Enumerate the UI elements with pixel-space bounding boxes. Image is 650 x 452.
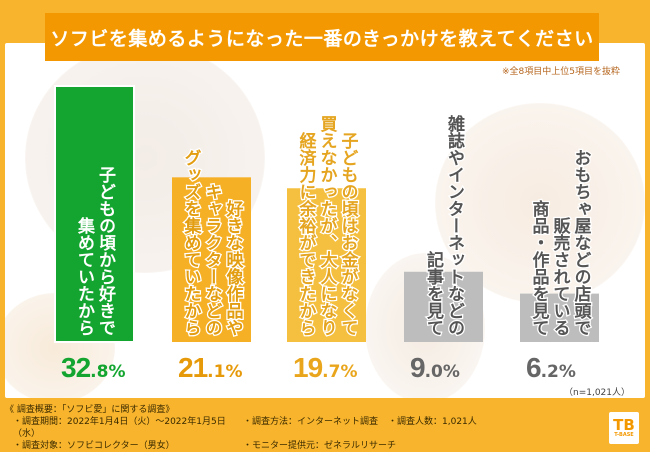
bar-4 (404, 271, 483, 342)
chart-title: ソフビを集めるようになった一番のきっかけを教えてください (50, 27, 594, 50)
value-dec: .7% (322, 362, 358, 382)
bar-label-5-line-1: おもちゃ屋などの店頭で (571, 149, 592, 336)
bar-label-4-line-1: 雑誌やインターネットなどの (444, 114, 466, 336)
bar-label-2-line-1: 好きな映像作品や (223, 199, 245, 336)
value-int: 32 (61, 352, 91, 383)
value-label-3: 19.7% (293, 352, 357, 384)
value-int: 6 (526, 352, 542, 383)
survey-provider: ・モニター提供元：ゼネラルリサーチ (243, 441, 397, 451)
value-int: 21 (178, 352, 208, 383)
bar-5 (520, 293, 599, 342)
survey-heading: 《 調査概要：「ソフビ愛」に関する調査》 (5, 405, 175, 415)
bar-label-5-line-3: 商品・作品を見て (529, 199, 551, 336)
bar-1 (54, 85, 135, 343)
bar-label-1-line-2: 集めていたから (74, 216, 96, 336)
bar-label-2-line-3: グッズを集めていたから (181, 149, 203, 336)
bar-label-2-line-2: キャラクターなどの (202, 183, 222, 336)
survey-method: ・調査方法：インターネット調査 (243, 417, 379, 427)
survey-count: ・調査人数：1,021人 (388, 417, 477, 427)
bar-label-5-line-2: 販売されている (550, 216, 571, 336)
tbase-logo: TB T-BASE (609, 412, 639, 444)
chart-title-banner: ソフビを集めるようになった一番のきっかけを教えてください (45, 13, 599, 61)
tbase-logo-mark: TB (613, 416, 635, 434)
value-label-5: 6.2% (526, 352, 576, 384)
bar-label-3-line-2: 買えなかったが、大人になり (317, 115, 338, 336)
survey-summary: 《 調査概要：「ソフビ愛」に関する調査》 ・調査期間：2022年1月4日（火）～… (5, 404, 477, 452)
bar-label-4-line-2: 記事を見て (423, 250, 445, 336)
value-dec: .0% (424, 362, 460, 382)
value-label-4: 9.0% (410, 352, 460, 384)
value-dec: .1% (207, 362, 243, 382)
lion-figure-bg (435, 103, 645, 303)
value-label-2: 21.1% (178, 352, 242, 384)
note-text: ※全8項目中上位5項目を抜粋 (502, 67, 620, 77)
bar-3 (287, 188, 366, 342)
value-int: 19 (293, 352, 323, 383)
value-int: 9 (410, 352, 426, 383)
bar-label-3-line-1: 子どもの頃はお金がなくて (338, 132, 360, 336)
value-dec: .8% (90, 362, 126, 382)
value-label-1: 32.8% (61, 352, 125, 384)
sample-size: （n=1,021人） (563, 388, 630, 398)
bar-2 (172, 177, 251, 342)
tbase-logo-text: T-BASE (614, 432, 634, 438)
bar-label-3-line-3: 経済力に余裕ができたから (296, 131, 318, 336)
value-dec: .2% (540, 362, 576, 382)
survey-target: ・調査対象：ソフビコレクター（男女） (13, 441, 175, 451)
survey-period: ・調査期間：2022年1月4日（火）～2022年1月5日（水） (13, 417, 226, 439)
bar-label-1-line-1: 子どもの頃から好きで (95, 166, 117, 336)
